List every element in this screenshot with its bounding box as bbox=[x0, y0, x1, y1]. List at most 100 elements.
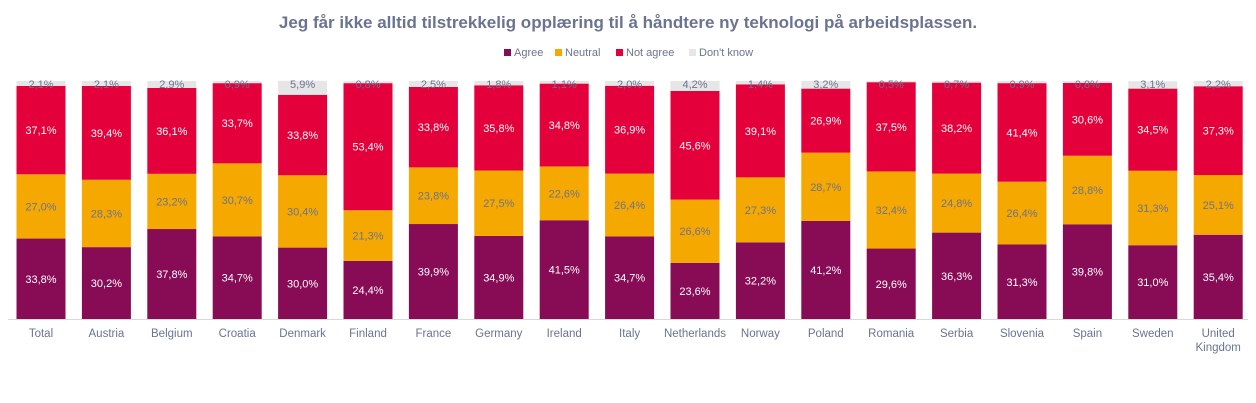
category-label: Serbia bbox=[940, 328, 974, 340]
bar-segment bbox=[997, 81, 1047, 84]
bar-segment bbox=[539, 220, 589, 319]
data-label: 31,3% bbox=[1006, 277, 1037, 289]
data-label: 23,8% bbox=[418, 191, 449, 203]
category-label: Slovenia bbox=[1000, 328, 1045, 340]
bar-segment bbox=[474, 235, 524, 319]
data-label: 0,9% bbox=[225, 79, 250, 91]
data-label: 2,1% bbox=[28, 79, 53, 91]
bar-stack: 34,9% 27,5% 35,8% 1,8% bbox=[474, 79, 524, 319]
legend-item: Neutral bbox=[555, 47, 600, 59]
category-label: Austria bbox=[89, 328, 125, 340]
bar-segment bbox=[735, 84, 785, 178]
bar-segment bbox=[212, 236, 262, 319]
bar-stack: 35,4% 25,1% 37,3% 2,2% bbox=[1193, 79, 1243, 319]
category-label: Denmark bbox=[279, 328, 326, 340]
data-label: 26,4% bbox=[1006, 208, 1037, 220]
bar-stack: 32,2% 27,3% 39,1% 1,4% bbox=[735, 79, 785, 319]
data-label: 0,5% bbox=[879, 79, 904, 91]
bar-segment bbox=[866, 82, 916, 172]
data-label: 25,1% bbox=[1203, 200, 1234, 212]
bar-segment bbox=[81, 179, 131, 248]
bar-stack: 34,7% 26,4% 36,9% 2,0% bbox=[605, 79, 655, 319]
bar-stack: 30,2% 28,3% 39,4% 2,1% bbox=[81, 79, 131, 319]
bar-segment bbox=[408, 224, 458, 319]
legend-item: Don't know bbox=[689, 47, 753, 59]
data-label: 28,3% bbox=[91, 208, 122, 220]
data-label: 23,6% bbox=[679, 286, 710, 298]
data-label: 35,8% bbox=[483, 123, 514, 135]
chart-title: Jeg får ikke alltid tilstrekkelig opplær… bbox=[279, 13, 977, 32]
data-label: 21,3% bbox=[352, 231, 383, 243]
bar-stack: 41,2% 28,7% 26,9% 3,2% bbox=[801, 79, 851, 319]
data-label: 37,5% bbox=[876, 122, 907, 134]
category-label: Romania bbox=[868, 328, 915, 340]
data-label: 31,3% bbox=[1137, 203, 1168, 215]
category-label: Norway bbox=[741, 328, 780, 340]
bar-segment bbox=[147, 229, 197, 319]
bar-stack: 39,8% 28,8% 30,6% 0,8% bbox=[1062, 79, 1112, 319]
bar-segment bbox=[1062, 82, 1112, 156]
bar-segment bbox=[670, 262, 720, 319]
data-label: 24,8% bbox=[941, 198, 972, 210]
bar-stack: 37,8% 23,2% 36,1% 2,9% bbox=[147, 79, 197, 319]
data-label: 35,4% bbox=[1203, 272, 1234, 284]
legend-swatch bbox=[504, 49, 511, 56]
data-label: 36,9% bbox=[614, 125, 645, 137]
bar-segment bbox=[81, 81, 131, 86]
bar-segment bbox=[997, 244, 1047, 319]
data-label: 4,2% bbox=[682, 79, 707, 91]
bar-segment bbox=[801, 81, 851, 89]
category-label: Ireland bbox=[547, 328, 582, 340]
bar-segment bbox=[408, 81, 458, 87]
bar-segment bbox=[605, 236, 655, 319]
data-label: 2,1% bbox=[94, 79, 119, 91]
bar-segment bbox=[801, 88, 851, 153]
data-label: 34,7% bbox=[222, 273, 253, 285]
bar-segment bbox=[212, 163, 262, 237]
data-label: 36,3% bbox=[941, 271, 972, 283]
bar-segment bbox=[278, 80, 328, 95]
legend-label: Don't know bbox=[699, 47, 753, 59]
data-label: 5,9% bbox=[290, 79, 315, 91]
category-label: Germany bbox=[475, 328, 523, 340]
data-label: 30,2% bbox=[91, 278, 122, 290]
bar-segment bbox=[1128, 81, 1178, 89]
category-label: France bbox=[416, 328, 452, 340]
data-label: 38,2% bbox=[941, 123, 972, 135]
data-label: 33,8% bbox=[418, 122, 449, 134]
legend-swatch bbox=[616, 49, 623, 56]
legend-swatch bbox=[689, 49, 696, 56]
data-label: 41,5% bbox=[549, 265, 580, 277]
bar-segment bbox=[539, 81, 589, 84]
category-label: Finland bbox=[349, 328, 387, 340]
category-label: Sweden bbox=[1132, 328, 1174, 340]
bar-segment bbox=[1062, 155, 1112, 225]
bar-stack: 36,3% 24,8% 38,2% 0,7% bbox=[932, 79, 982, 319]
bar-segment bbox=[278, 94, 328, 176]
data-label: 26,6% bbox=[679, 226, 710, 238]
data-label: 30,4% bbox=[287, 206, 318, 218]
data-label: 24,4% bbox=[352, 285, 383, 297]
bar-segment bbox=[735, 242, 785, 319]
data-label: 30,0% bbox=[287, 278, 318, 290]
bar-segment bbox=[932, 232, 982, 319]
bar-stack: 29,6% 32,4% 37,5% 0,5% bbox=[866, 79, 916, 319]
data-label: 36,1% bbox=[156, 126, 187, 138]
data-label: 34,7% bbox=[614, 273, 645, 285]
data-label: 34,5% bbox=[1137, 125, 1168, 137]
bar-segment bbox=[997, 83, 1047, 182]
category-label: Poland bbox=[808, 328, 844, 340]
data-label: 39,4% bbox=[91, 128, 122, 140]
data-label: 1,1% bbox=[552, 79, 577, 91]
bar-stack: 41,5% 22,6% 34,8% 1,1% bbox=[539, 79, 589, 319]
data-label: 34,8% bbox=[549, 120, 580, 132]
category-label: Total bbox=[29, 328, 53, 340]
bar-segment bbox=[343, 210, 393, 261]
data-label: 3,1% bbox=[1140, 79, 1165, 91]
bar-segment bbox=[735, 81, 785, 85]
bar-segment bbox=[278, 247, 328, 319]
bar-segment bbox=[16, 81, 66, 86]
data-label: 30,7% bbox=[222, 195, 253, 207]
bar-segment bbox=[866, 171, 916, 249]
bar-stack: 39,9% 23,8% 33,8% 2,5% bbox=[408, 79, 458, 319]
